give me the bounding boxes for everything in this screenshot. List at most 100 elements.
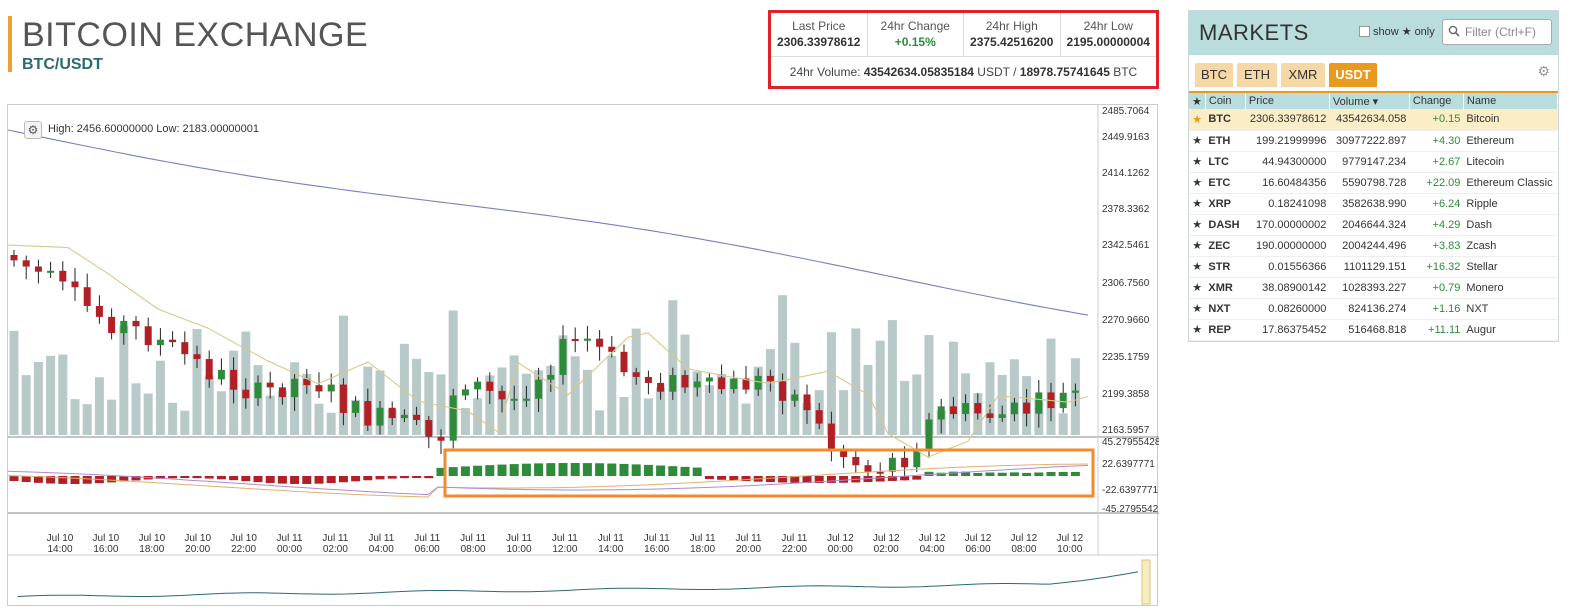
volume-bar xyxy=(155,360,165,435)
change-cell: +2.67 xyxy=(1409,151,1464,173)
candle-body xyxy=(193,354,201,360)
macd-bar xyxy=(21,476,31,482)
tab-xmr[interactable]: XMR xyxy=(1281,63,1325,87)
macd-bar xyxy=(33,476,43,483)
star-icon[interactable]: ★ xyxy=(1189,130,1206,152)
star-icon[interactable]: ★ xyxy=(1189,193,1206,215)
time-tick-label: Jul 10 xyxy=(47,533,74,544)
time-tick-label: Jul 12 xyxy=(965,533,992,544)
market-row-btc[interactable]: ★ BTC 2306.33978612 43542634.058 +0.15 Bitcoi… xyxy=(1189,109,1558,131)
candle-body xyxy=(339,384,347,413)
candle-body xyxy=(156,339,164,346)
macd-bar xyxy=(351,476,361,482)
column-header[interactable]: Volume ▾ xyxy=(1329,93,1410,109)
show-starred-only-toggle[interactable]: show ★ only xyxy=(1359,25,1435,38)
star-icon[interactable]: ★ xyxy=(1189,319,1206,341)
stat-label: 24hr High xyxy=(985,19,1038,33)
macd-bar xyxy=(582,463,592,476)
time-tick-label: 04:00 xyxy=(369,544,394,555)
macd-tick-label: -22.6397771 xyxy=(1102,485,1159,496)
candle-body xyxy=(937,406,945,420)
volume-bar xyxy=(912,374,922,435)
name-cell: Ethereum Classic xyxy=(1463,172,1558,194)
candle-body xyxy=(425,419,433,437)
volume-bar xyxy=(839,390,849,435)
macd-bar xyxy=(900,476,910,481)
market-row-str[interactable]: ★ STR 0.01556366 1101129.151 +16.32 Stellar xyxy=(1189,256,1558,278)
candle-body xyxy=(632,372,640,377)
coin-cell: LTC xyxy=(1205,151,1246,173)
star-icon[interactable]: ★ xyxy=(1189,151,1206,173)
candle-body xyxy=(413,414,421,420)
name-cell: Ripple xyxy=(1463,193,1558,215)
market-row-zec[interactable]: ★ ZEC 190.00000000 2004244.496 +3.83 Zcash xyxy=(1189,235,1558,257)
star-icon[interactable]: ★ xyxy=(1189,214,1206,236)
show-only-checkbox[interactable] xyxy=(1359,26,1370,37)
macd-bar xyxy=(1009,472,1019,476)
volume-bar xyxy=(314,403,324,435)
macd-bar xyxy=(1022,472,1032,476)
market-row-etc[interactable]: ★ ETC 16.60484356 5590798.728 +22.09 Ethereum… xyxy=(1189,172,1558,194)
candle-body xyxy=(1023,402,1031,414)
macd-bar xyxy=(1058,471,1068,476)
volume-bar xyxy=(558,335,568,435)
market-row-nxt[interactable]: ★ NXT 0.08260000 824136.274 +1.16 NXT xyxy=(1189,298,1558,320)
change-cell: +22.09 xyxy=(1409,172,1464,194)
star-icon[interactable]: ★ xyxy=(1189,172,1206,194)
macd-bar xyxy=(302,476,312,484)
star-icon[interactable]: ★ xyxy=(1189,235,1206,257)
market-row-xrp[interactable]: ★ XRP 0.18241098 3582638.990 +6.24 Ripple xyxy=(1189,193,1558,215)
volume-bar xyxy=(131,383,141,435)
volume-cell: 5590798.728 xyxy=(1329,172,1410,194)
stat-value: 2375.42516200 xyxy=(970,35,1054,49)
star-icon[interactable]: ★ xyxy=(1189,256,1206,278)
stat-value: 2306.33978612 xyxy=(777,35,861,49)
star-icon[interactable]: ★ xyxy=(1189,109,1206,131)
star-icon[interactable]: ★ xyxy=(1189,298,1206,320)
macd-bar xyxy=(948,471,958,476)
macd-bar xyxy=(924,471,934,476)
tab-btc[interactable]: BTC xyxy=(1195,63,1233,87)
tab-usdt[interactable]: USDT xyxy=(1329,63,1377,87)
time-tick-label: Jul 10 xyxy=(93,533,120,544)
stat-24hr-volume: 24hr Volume: 43542634.05835184 USDT / 18… xyxy=(771,57,1156,79)
candle-body xyxy=(730,378,738,390)
macd-bar xyxy=(9,476,19,481)
star-icon[interactable]: ★ xyxy=(1189,277,1206,299)
volume-bar xyxy=(717,373,727,435)
tab-eth[interactable]: ETH xyxy=(1237,63,1277,87)
macd-bar xyxy=(1046,472,1056,476)
macd-bar xyxy=(473,465,483,476)
gear-icon[interactable]: ⚙ xyxy=(1537,63,1550,79)
market-row-eth[interactable]: ★ ETH 199.21999996 30977222.897 +4.30 Ethereu… xyxy=(1189,130,1558,152)
time-tick-label: Jul 11 xyxy=(781,533,807,544)
gear-icon[interactable]: ⚙ xyxy=(24,121,42,139)
volume-label: 24hr Volume: xyxy=(789,65,861,79)
star-column-icon[interactable]: ★ xyxy=(1189,93,1206,109)
market-row-xmr[interactable]: ★ XMR 38.08900142 1028393.227 +0.79 Monero xyxy=(1189,277,1558,299)
candle-body xyxy=(840,450,848,457)
macd-bar xyxy=(46,476,56,484)
column-header[interactable]: Change xyxy=(1409,93,1464,109)
market-row-rep[interactable]: ★ REP 17.86375452 516468.818 +11.11 Augur xyxy=(1189,319,1558,341)
macd-bar xyxy=(277,476,287,484)
price-cell: 38.08900142 xyxy=(1245,277,1330,299)
filter-input[interactable]: Filter (Ctrl+F) xyxy=(1442,19,1552,45)
macd-bar xyxy=(180,476,190,479)
candle-body xyxy=(766,375,774,382)
macd-bar xyxy=(192,476,202,479)
price-tick-label: 2414.1262 xyxy=(1102,168,1150,179)
candle-body xyxy=(108,316,116,334)
candle-body xyxy=(1059,392,1067,409)
price-chart-panel[interactable]: 2485.7064 2449.9163 2414.1262 2378.3362 2342… xyxy=(7,104,1159,607)
volume-bar xyxy=(643,398,653,435)
price-cell: 2306.33978612 xyxy=(1245,109,1330,131)
market-row-ltc[interactable]: ★ LTC 44.94300000 9779147.234 +2.67 Litecoin xyxy=(1189,151,1558,173)
price-chart[interactable]: 2485.7064 2449.9163 2414.1262 2378.3362 2342… xyxy=(8,105,1159,607)
market-row-dash[interactable]: ★ DASH 170.00000002 2046644.324 +4.29 Dash xyxy=(1189,214,1558,236)
column-header[interactable]: Name xyxy=(1463,93,1559,109)
time-tick-label: Jul 12 xyxy=(827,533,854,544)
column-header[interactable]: Price xyxy=(1245,93,1330,109)
price-tick-label: 2342.5461 xyxy=(1102,240,1150,251)
column-header[interactable]: Coin xyxy=(1205,93,1246,109)
